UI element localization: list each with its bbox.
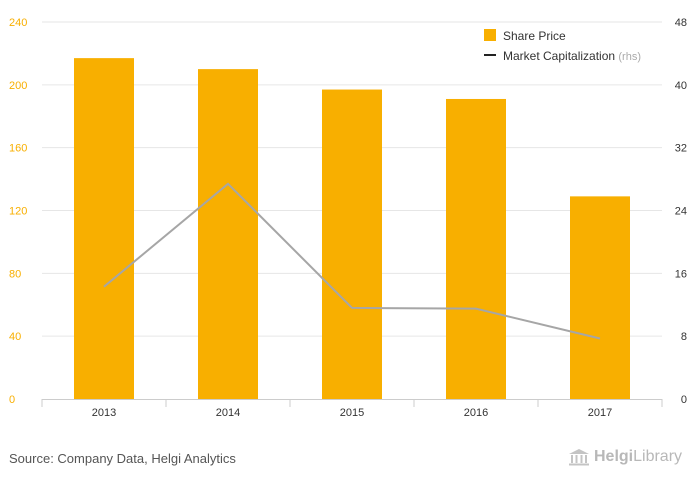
left-axis-tick-label: 240 [9,17,27,29]
legend-label-market-cap-name: Market Capitalization [503,49,618,63]
legend-swatch-share-price [484,29,496,41]
x-tick-label: 2016 [464,407,488,419]
left-axis-tick-label: 120 [9,206,27,218]
bar-share-price [446,98,506,400]
left-axis-tick-label: 200 [9,80,27,92]
legend-label-market-cap: Market Capitalization (rhs) [503,49,641,63]
left-axis-tick-label: 160 [9,143,27,155]
brand-name-rest: Library [633,448,683,465]
bar-share-price [198,69,258,399]
x-tick-label: 2014 [216,407,240,419]
bar-share-price [570,196,630,399]
source-note: Source: Company Data, Helgi Analytics [9,451,236,466]
x-tick-label: 2013 [92,407,116,419]
right-axis-tick-label: 24 [675,206,687,218]
right-axis-tick-label: 8 [681,331,687,343]
line-market-capitalization [103,182,601,340]
right-axis-tick-label: 32 [675,143,687,155]
right-axis-tick-label: 48 [675,17,687,29]
left-axis-tick-label: 0 [9,394,15,406]
right-axis-tick-label: 40 [675,80,687,92]
right-axis-tick-label: 16 [675,268,687,280]
x-tick-label: 2017 [588,407,612,419]
library-building-icon [569,449,589,466]
brand-logo: HelgiLibrary [568,448,682,466]
left-axis-tick-label: 80 [9,268,21,280]
bar-share-price [74,58,134,400]
legend-label-rhs: (rhs) [618,51,641,63]
bar-share-price [322,89,382,399]
right-axis-tick-label: 0 [681,394,687,406]
brand-name-bold: Helgi [594,448,634,465]
x-tick-label: 2015 [340,407,364,419]
legend-label-share-price: Share Price [503,29,566,43]
left-axis-tick-label: 40 [9,331,21,343]
